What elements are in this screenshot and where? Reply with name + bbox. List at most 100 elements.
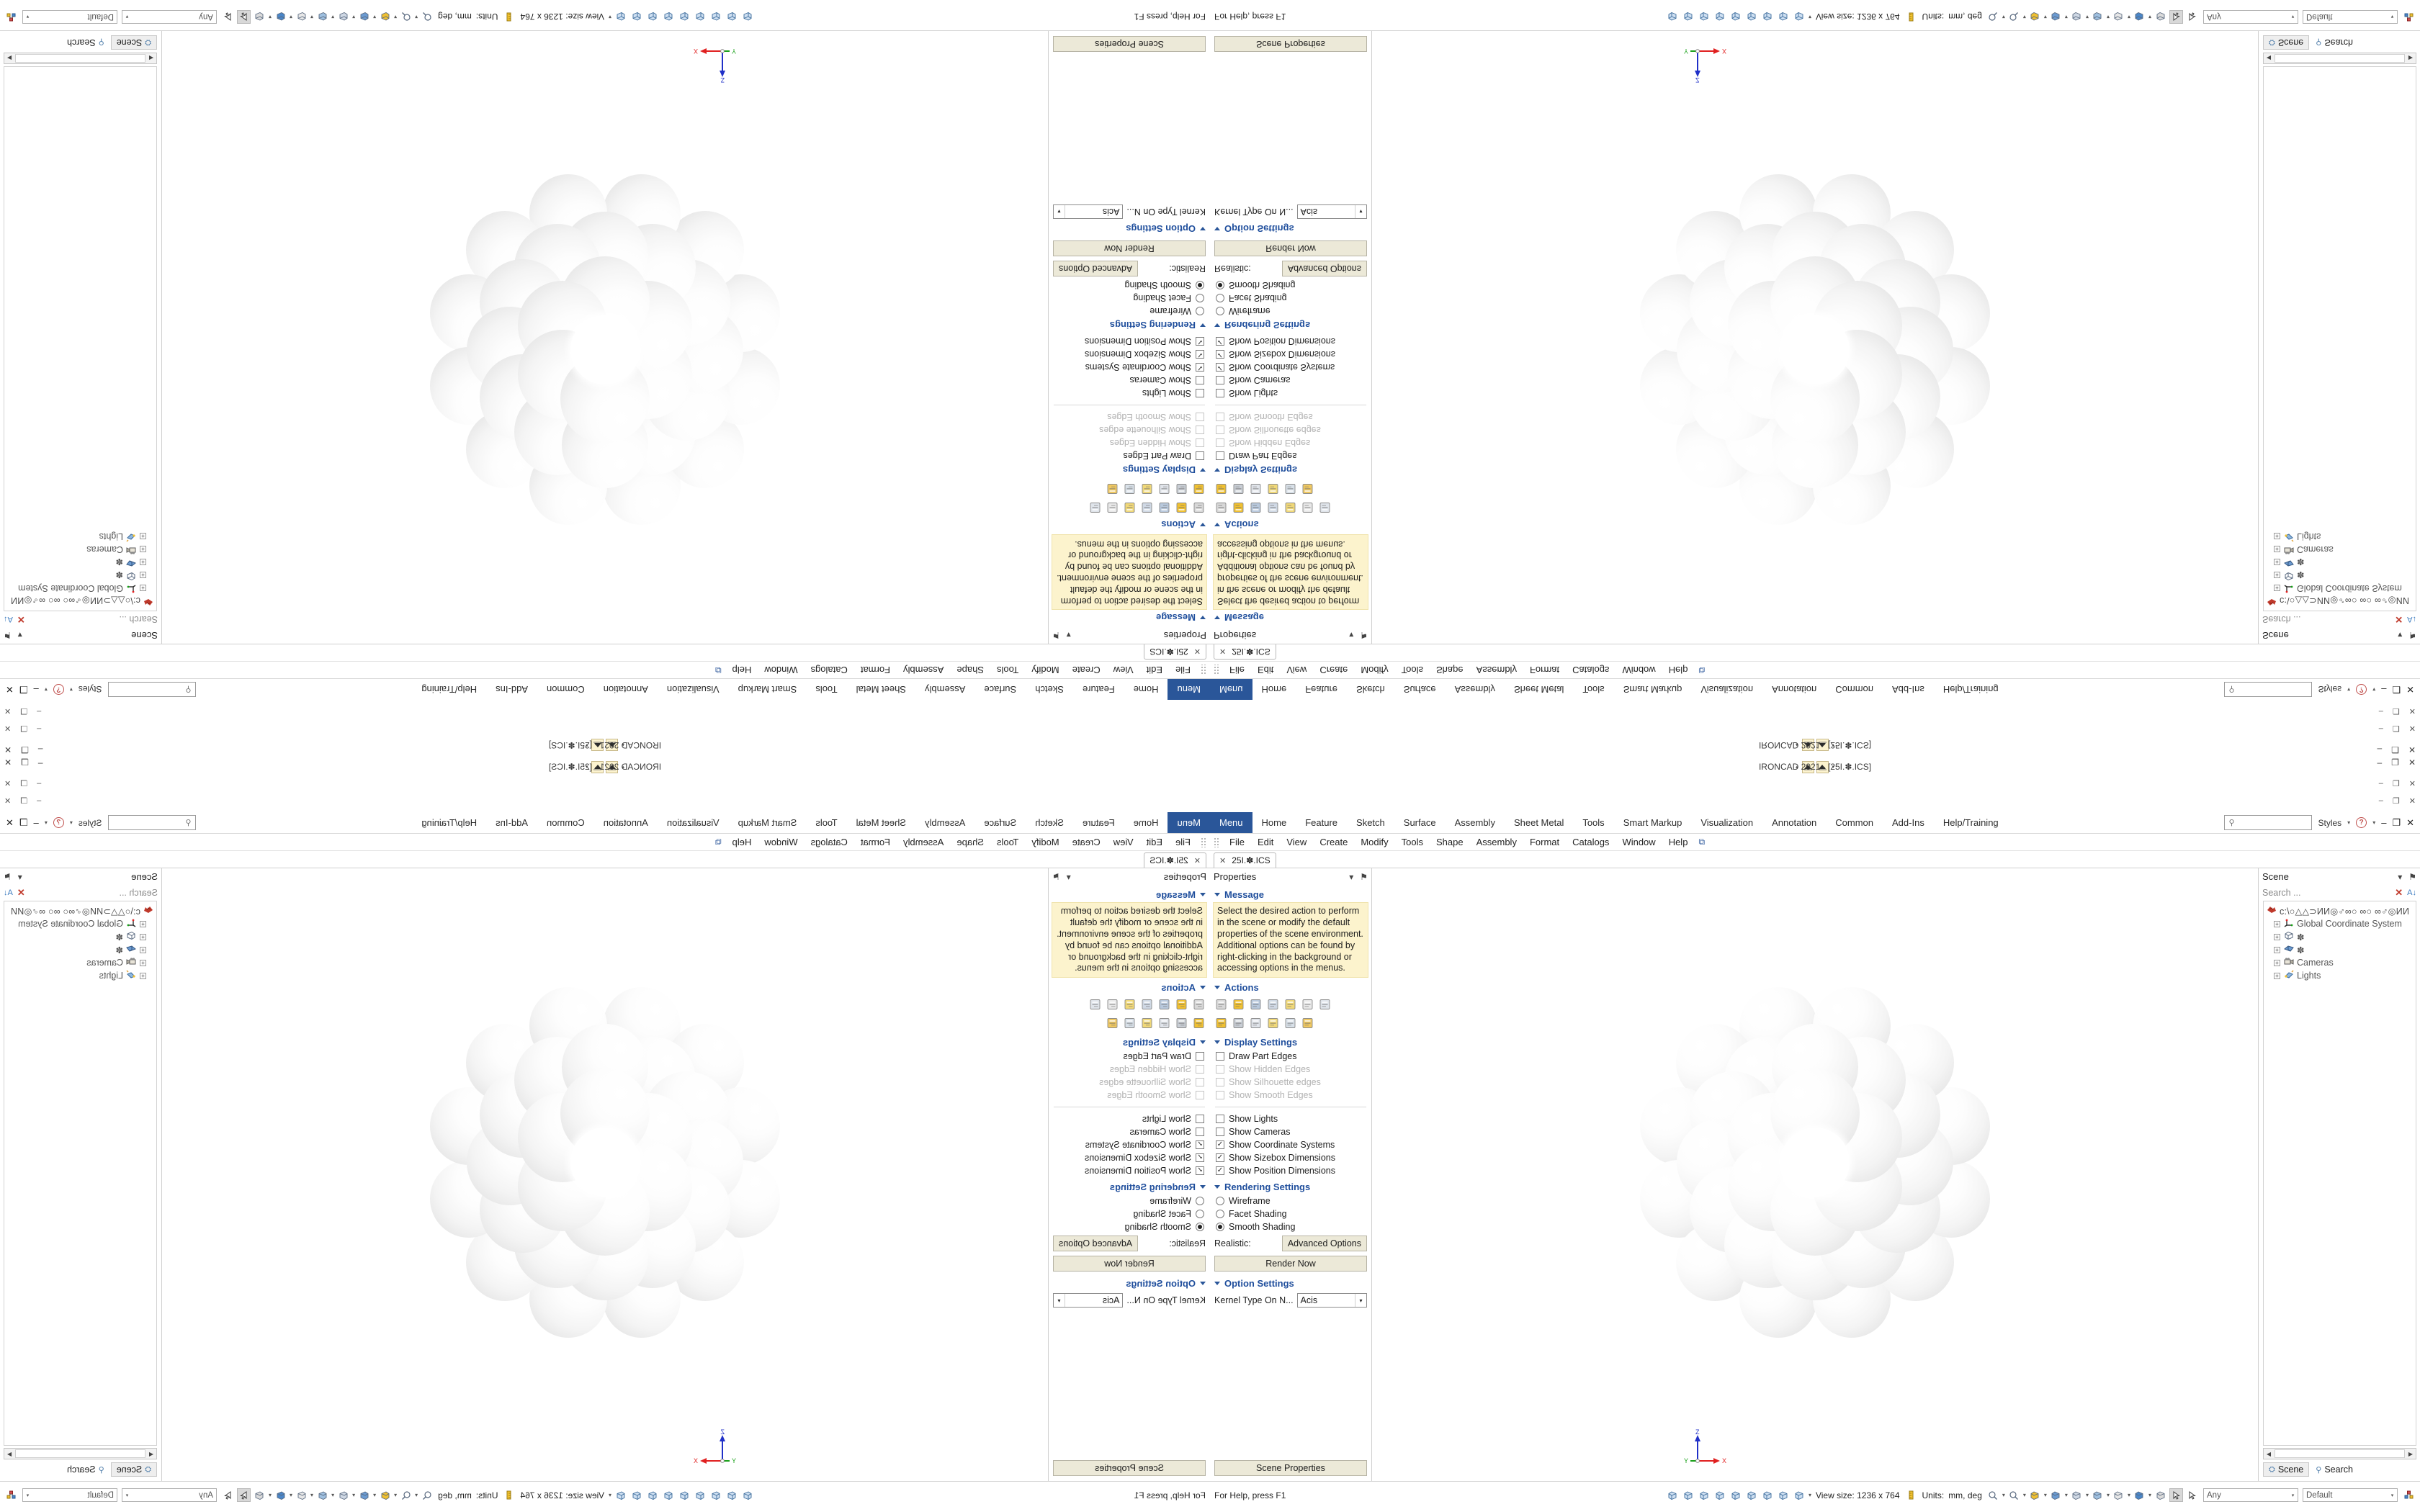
tree-expander-icon[interactable]: +	[2274, 559, 2280, 566]
render-now-button[interactable]: Render Now	[1214, 1256, 1367, 1272]
gears-icon[interactable]	[1232, 1016, 1246, 1030]
rendering-settings-expander-icon[interactable]	[1214, 323, 1220, 327]
ribbon-tab-common[interactable]: Common	[1826, 679, 1883, 700]
close-button[interactable]: ✕	[4, 744, 12, 755]
menu-item-modify[interactable]: Modify	[1361, 665, 1389, 675]
radio-row-wireframe[interactable]: Wireframe	[1052, 305, 1207, 318]
ribbon-tab-add-ins[interactable]: Add-Ins	[1883, 679, 1934, 700]
ribbon-options-caret-icon[interactable]: ▾	[2372, 819, 2376, 826]
menu-item-help[interactable]: Help	[1668, 837, 1688, 847]
part-extrude-icon[interactable]	[1232, 997, 1246, 1012]
ribbon-tab-menu[interactable]: Menu	[1210, 812, 1252, 833]
display-settings-expander-icon[interactable]	[1214, 467, 1220, 472]
assembly-icon[interactable]	[1266, 482, 1281, 496]
doc-close-button-2[interactable]: ✕	[2408, 706, 2416, 715]
app-minimize-button[interactable]: –	[2381, 817, 2387, 828]
styles-label[interactable]: Styles	[2318, 684, 2342, 695]
style-select[interactable]: Default ▾	[2303, 1488, 2398, 1502]
qat-button-1[interactable]	[1801, 760, 1814, 773]
revolve-icon[interactable]	[1157, 997, 1171, 1012]
render-cube-icon[interactable]	[1214, 1016, 1229, 1030]
ribbon-tab-menu[interactable]: Menu	[1210, 679, 1252, 700]
scene-clear-icon[interactable]: ✕	[2395, 887, 2403, 898]
menu-item-create[interactable]: Create	[1072, 665, 1101, 675]
loft-icon[interactable]	[1122, 997, 1137, 1012]
selection-filter-chevron-down-icon[interactable]: ▾	[125, 1493, 129, 1498]
radio-row-facet-shading[interactable]: Facet Shading	[1213, 1207, 1368, 1220]
doc-restore-button-1[interactable]: ❐	[2392, 780, 2400, 788]
option-settings-section-header[interactable]: Option Settings	[1214, 1278, 1368, 1289]
qat-right-arrow[interactable]: ▾	[1832, 742, 1835, 747]
shape-3-icon[interactable]	[709, 10, 722, 24]
scene-scroll-right-icon[interactable]: ▶	[6, 55, 12, 62]
shape-5-icon[interactable]	[1729, 10, 1743, 24]
scene-properties-button[interactable]: Scene Properties	[1214, 1460, 1367, 1476]
tree-expander-icon[interactable]: +	[2274, 959, 2280, 966]
3d-model-blob-flower[interactable]	[418, 975, 792, 1349]
triad-axes-icon[interactable]	[1122, 1016, 1137, 1030]
tell-me-search-input[interactable]: ⚲	[107, 682, 196, 697]
scene-tree-node[interactable]: + Lights	[6, 969, 154, 982]
checkbox-icon[interactable]	[1216, 388, 1224, 397]
tree-expander-icon[interactable]: +	[140, 920, 146, 927]
app-minimize-button[interactable]: –	[33, 817, 39, 828]
menu-grip-icon[interactable]	[1201, 665, 1206, 675]
radio-row-facet-shading[interactable]: Facet Shading	[1052, 292, 1207, 305]
qat-button-1[interactable]	[606, 739, 619, 752]
gears-icon[interactable]	[1232, 482, 1246, 496]
scene-tree-node[interactable]: + ✽	[2266, 569, 2414, 582]
scene-search-input[interactable]: Search ...	[2262, 614, 2301, 624]
radio-icon[interactable]	[1196, 1223, 1204, 1232]
graph-icon[interactable]	[1318, 997, 1332, 1012]
ribbon-tab-annotation[interactable]: Annotation	[1762, 812, 1826, 833]
app-restore-button[interactable]: ❐	[2392, 816, 2401, 828]
menu-item-catalogs[interactable]: Catalogs	[1572, 665, 1610, 675]
properties-collapse-caret-icon[interactable]: ▾	[1349, 871, 1354, 882]
style-chevron-down-icon[interactable]: ▾	[2390, 1493, 2394, 1498]
render-cube-icon[interactable]	[1191, 1016, 1206, 1030]
grid-table-icon[interactable]	[1249, 482, 1263, 496]
scene-tree[interactable]: c:\○△△⊃ИИ◎♂∞○ ∞○ ∞♂◎ИИ + Global Coordinate…	[4, 66, 157, 611]
menu-item-format[interactable]: Format	[1529, 665, 1560, 675]
checkbox-icon[interactable]: ✓	[1196, 1140, 1204, 1150]
scene-sort-icon[interactable]: A↓	[4, 615, 13, 624]
checkbox-row-show-coordinate-systems[interactable]: ✓ Show Coordinate Systems	[1213, 361, 1368, 374]
triad-axes-icon[interactable]	[1122, 482, 1137, 496]
checkbox-row-show-position-dimensions[interactable]: ✓ Show Position Dimensions	[1052, 1164, 1207, 1177]
app-minimize-button[interactable]: –	[2381, 684, 2387, 695]
ribbon-options-caret-icon[interactable]: ▾	[2372, 686, 2376, 693]
shape-1-icon[interactable]	[740, 10, 754, 24]
3d-viewport[interactable]: Z X Y	[162, 31, 1048, 644]
app-minimize-button[interactable]: –	[33, 684, 39, 695]
ribbon-tab-add-ins[interactable]: Add-Ins	[486, 812, 537, 833]
option-settings-section-header[interactable]: Option Settings	[1052, 223, 1206, 234]
triad-axes-icon[interactable]	[1283, 482, 1298, 496]
tree-expander-icon[interactable]: +	[2274, 946, 2280, 953]
message-section-header[interactable]: Message	[1214, 612, 1368, 623]
checkbox-icon[interactable]: ✓	[1216, 1153, 1224, 1163]
app-close-button[interactable]: ✕	[2406, 816, 2414, 828]
style-select[interactable]: Default ▾	[22, 10, 117, 24]
document-tab[interactable]: ✕ 25I.✽.ICS	[1144, 644, 1206, 660]
tree-expander-icon[interactable]: +	[2274, 933, 2280, 940]
solid-icon[interactable]	[2133, 10, 2146, 24]
styles-caret-icon[interactable]: ▾	[69, 686, 73, 693]
restore-button[interactable]: ❐	[21, 757, 29, 768]
properties-pin-icon[interactable]: ⚑	[1360, 871, 1368, 882]
styles-caret-icon[interactable]: ▾	[2347, 686, 2351, 693]
rotate-icon[interactable]	[2154, 1488, 2167, 1502]
rendering-settings-section-header[interactable]: Rendering Settings	[1052, 320, 1206, 330]
radio-icon[interactable]	[1196, 306, 1204, 315]
qat-left-arrow[interactable]: ▴	[1795, 742, 1798, 747]
loft-icon[interactable]	[1283, 500, 1298, 515]
kernel-type-select[interactable]: Acis ▾	[1296, 1293, 1367, 1308]
part-extrude-icon[interactable]	[1174, 997, 1188, 1012]
shape-8-icon[interactable]	[1777, 1488, 1791, 1502]
scene-properties-button[interactable]: Scene Properties	[1053, 1460, 1206, 1476]
menu-item-edit[interactable]: Edit	[1146, 665, 1163, 675]
scene-horizontal-scrollbar[interactable]: ◀ ▶	[4, 1448, 157, 1459]
anchor-caret-icon[interactable]: ▾	[2085, 1492, 2089, 1498]
menu-item-file[interactable]: File	[1175, 665, 1191, 675]
option-settings-section-header[interactable]: Option Settings	[1052, 1278, 1206, 1289]
ribbon-tab-tools[interactable]: Tools	[1573, 679, 1613, 700]
